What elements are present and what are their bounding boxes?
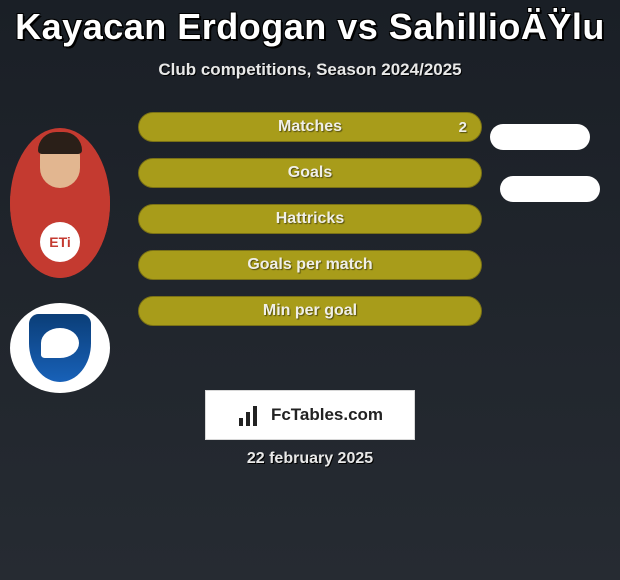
player1-sponsor-badge: ETi [40,222,80,262]
footer-date: 22 february 2025 [0,450,620,468]
stat-row-hattricks: Hattricks [138,204,482,234]
stat-pill-p2-goals [500,176,600,202]
stat-row-goals: Goals [138,158,482,188]
chart-icon [237,404,265,426]
brand-badge[interactable]: FcTables.com [205,390,415,440]
stat-label: Matches [139,113,481,141]
page-subtitle: Club competitions, Season 2024/2025 [0,60,620,80]
stat-row-gpm: Goals per match [138,250,482,280]
stats-rows: Matches 2 Goals Hattricks Goals per matc… [138,112,482,342]
stat-row-mpg: Min per goal [138,296,482,326]
player1-hair [38,132,82,154]
stat-value-p1: 2 [459,113,467,141]
player1-club-crest [10,303,110,393]
stat-label: Hattricks [139,205,481,233]
stat-label: Min per goal [139,297,481,325]
club-shield [29,314,91,382]
stat-pill-p2-matches [490,124,590,150]
player1-avatar: ETi [10,128,110,278]
stat-label: Goals per match [139,251,481,279]
stat-row-matches: Matches 2 [138,112,482,142]
page-title: Kayacan Erdogan vs SahillioÄŸlu [0,0,620,48]
brand-text: FcTables.com [271,405,383,425]
stat-label: Goals [139,159,481,187]
club-bird-icon [41,328,79,358]
